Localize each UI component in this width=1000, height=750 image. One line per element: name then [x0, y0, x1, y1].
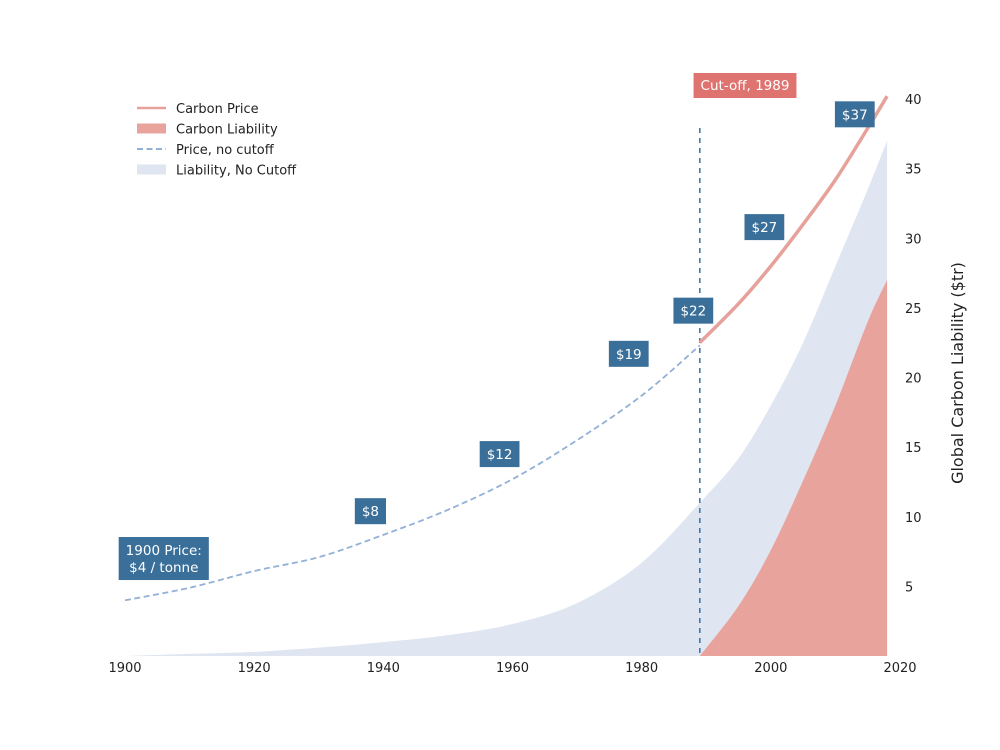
- x-tick-label: 1900: [108, 661, 141, 676]
- price-annotation-box: [673, 297, 714, 324]
- y-tick-label: 40: [905, 93, 922, 108]
- x-tick-label: 2020: [883, 661, 916, 676]
- y-tick-label: 35: [905, 163, 922, 178]
- legend-item: Price, no cutoff: [137, 143, 275, 158]
- legend-item: Carbon Price: [137, 102, 259, 117]
- price-annotation-text: 1900 Price:: [126, 543, 202, 559]
- legend-item: Liability, No Cutoff: [137, 164, 297, 179]
- legend-item: Carbon Liability: [137, 123, 278, 138]
- x-tick-label: 2000: [754, 661, 787, 676]
- price-no-cutoff-line: [124, 344, 701, 602]
- y-tick-label: 30: [905, 232, 922, 247]
- annotation-layer: 1900 Price:$4 / tonne $8 $12 $19 $22 $27 $37 Cu…: [118, 73, 875, 581]
- liability-no-cutoff-area: [125, 140, 888, 656]
- y-tick-label: 10: [905, 511, 922, 526]
- x-tick-label: 1940: [367, 661, 400, 676]
- cutoff-label-box: [693, 73, 797, 98]
- price-annotation-text: $22: [680, 304, 706, 320]
- price-annotation-box: [608, 340, 649, 367]
- y-tick-label: 20: [905, 372, 922, 387]
- area-layer: [125, 140, 888, 656]
- y-axis-label: Global Carbon Liability ($tr): [948, 262, 967, 484]
- x-tick-label: 1920: [238, 661, 271, 676]
- price-annotation-text: $37: [842, 107, 868, 123]
- legend-label: Carbon Price: [176, 102, 259, 117]
- price-annotation: $22: [673, 297, 714, 324]
- price-annotation: $8: [354, 498, 387, 525]
- y-tick-label: 25: [905, 302, 922, 317]
- axis-layer: Global Carbon Liability ($tr) 1900 1920 19…: [108, 93, 967, 676]
- price-annotation-box: [744, 214, 785, 241]
- x-tick-label: 1980: [625, 661, 658, 676]
- price-annotation-box: [834, 101, 875, 128]
- price-annotation-text: $4 / tonne: [129, 560, 198, 576]
- legend-swatch: [137, 164, 166, 175]
- price-annotation-text: $12: [487, 447, 513, 463]
- legend: Carbon Price Carbon Liability Price, no cu…: [137, 102, 297, 179]
- price-annotation-text: $8: [362, 504, 379, 520]
- price-annotation-text: $19: [616, 347, 642, 363]
- carbon-liability-area: [699, 280, 888, 656]
- cutoff-label-text: Cut-off, 1989: [701, 78, 790, 94]
- legend-label: Price, no cutoff: [176, 143, 275, 158]
- price-annotation: $37: [834, 101, 875, 128]
- price-annotation: $12: [479, 441, 520, 468]
- x-tick-label: 1960: [496, 661, 529, 676]
- legend-swatch: [137, 123, 166, 134]
- line-layer: [124, 95, 889, 656]
- legend-label: Liability, No Cutoff: [176, 164, 297, 179]
- price-annotation: $19: [608, 340, 649, 367]
- price-annotation: 1900 Price:$4 / tonne: [118, 537, 209, 581]
- legend-label: Carbon Liability: [176, 123, 278, 138]
- y-tick-label: 15: [905, 441, 922, 456]
- price-annotation: $27: [744, 214, 785, 241]
- price-annotation-box: [479, 441, 520, 468]
- carbon-price-line: [698, 95, 889, 344]
- y-tick-label: 5: [905, 580, 913, 595]
- price-annotation-text: $27: [751, 220, 777, 236]
- price-annotation-box: [354, 498, 387, 525]
- price-annotation-box: [118, 537, 209, 581]
- cutoff-label: Cut-off, 1989: [693, 73, 797, 98]
